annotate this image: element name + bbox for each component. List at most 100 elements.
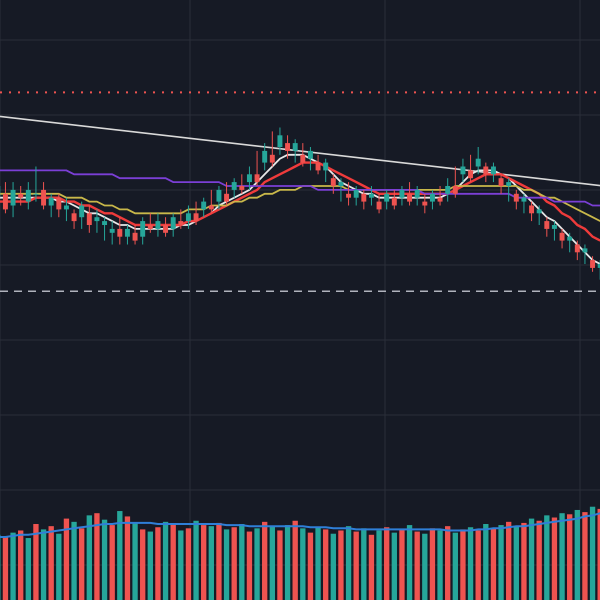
candle-body	[231, 182, 237, 190]
volume-bar	[63, 518, 70, 600]
volume-bar	[536, 520, 542, 600]
volume-bar	[551, 517, 558, 600]
candle-body	[468, 170, 474, 179]
volume-bar	[201, 525, 207, 600]
candle-body	[33, 193, 39, 195]
candle-body	[102, 221, 108, 225]
volume-bar	[429, 528, 436, 600]
volume-bar	[193, 520, 199, 600]
volume-bar	[124, 516, 131, 600]
volume-bar	[40, 529, 47, 600]
volume-bar	[269, 526, 275, 600]
moving-average-line-0	[0, 153, 600, 265]
volume-bar	[140, 529, 146, 600]
volume-bar	[544, 515, 550, 600]
candle-body	[597, 264, 600, 268]
volume-bar	[315, 527, 321, 600]
candle-body	[590, 260, 596, 268]
candle-body	[285, 143, 291, 151]
volume-bar	[109, 525, 115, 600]
volume-bar	[86, 515, 92, 600]
candle-body	[56, 197, 62, 210]
candle-body	[544, 221, 550, 229]
candle-body	[422, 201, 428, 206]
volume-bar	[2, 536, 9, 600]
volume-bar	[384, 527, 390, 600]
candle-body	[490, 166, 496, 175]
volume-bar	[323, 529, 329, 600]
candle-body	[376, 201, 382, 210]
candle-body	[452, 186, 458, 194]
candle-body	[551, 225, 557, 229]
candle-body	[262, 150, 268, 163]
volume-bar	[353, 531, 359, 600]
volume-bar	[406, 525, 413, 600]
candle-body	[109, 228, 115, 233]
candle-body	[414, 189, 420, 198]
candle-body	[86, 213, 92, 225]
candle-body	[475, 158, 481, 167]
volume-bar	[391, 532, 397, 600]
volume-bar	[490, 528, 497, 600]
volume-bar	[513, 526, 519, 600]
volume-bar	[376, 530, 382, 600]
candle-body	[254, 174, 260, 183]
candle-body	[353, 189, 359, 198]
candle-body	[391, 197, 397, 206]
volume-bar	[223, 529, 230, 600]
candle-body	[368, 193, 374, 198]
candle-body	[63, 205, 69, 210]
volume-bar	[559, 513, 565, 600]
candle-body	[71, 213, 77, 222]
candle-body	[429, 193, 435, 202]
volume-bar	[10, 532, 16, 600]
candle-body	[246, 174, 252, 183]
volume-bar	[437, 530, 443, 600]
volume-bar	[162, 521, 169, 600]
candle-body	[437, 197, 443, 202]
candle-body	[140, 221, 146, 237]
candle-body	[574, 244, 580, 253]
candle-body	[521, 197, 527, 202]
candle-body	[94, 217, 100, 222]
candle-body	[307, 150, 313, 159]
candle-body	[132, 232, 138, 241]
volume-bar	[300, 528, 306, 600]
volume-bar	[208, 526, 214, 600]
candle-body	[445, 186, 451, 194]
volume-moving-average-line	[0, 512, 600, 538]
volume-bar	[460, 529, 466, 600]
volume-bar	[361, 528, 367, 600]
volume-bar	[338, 530, 344, 600]
volume-bar	[79, 528, 85, 600]
volume-bar	[345, 526, 352, 600]
moving-average-line-3	[0, 169, 600, 207]
candle-body	[559, 232, 565, 241]
candle-body	[18, 193, 24, 198]
candle-body	[178, 221, 184, 225]
volume-bar	[155, 527, 161, 600]
volume-bar	[399, 529, 405, 600]
candle-body	[460, 166, 466, 175]
candle-body	[2, 193, 8, 210]
volume-bar	[506, 521, 512, 600]
volume-bar	[597, 508, 600, 600]
volume-bar	[475, 530, 481, 600]
volume-bar	[498, 525, 504, 600]
volume-bar	[170, 524, 176, 600]
candle-body	[384, 193, 390, 202]
candle-body	[193, 213, 199, 222]
candle-body	[315, 162, 321, 171]
volume-bar	[178, 530, 184, 600]
volume-bar	[277, 530, 283, 600]
candle-body	[346, 193, 352, 198]
candle-body	[292, 143, 298, 151]
candle-body	[399, 189, 405, 198]
candle-body	[48, 197, 54, 206]
volume-bar	[292, 520, 298, 600]
volume-bar	[452, 532, 458, 600]
candle-body	[483, 166, 489, 175]
volume-bar	[582, 512, 588, 600]
candle-body	[277, 135, 283, 147]
volume-bar	[284, 525, 291, 600]
